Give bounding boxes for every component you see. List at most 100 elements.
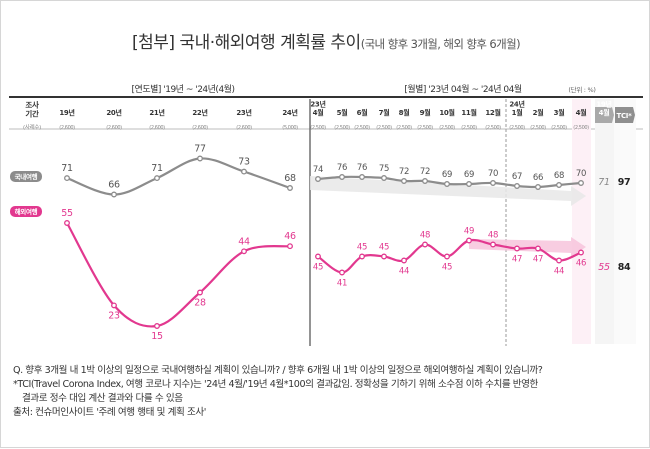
category-sample-16: (2,500) [530,125,546,131]
data-point-domestic-monthly-3 [381,175,387,181]
data-point-overseas-monthly-2 [359,253,365,260]
data-point-domestic-monthly-8 [490,180,496,186]
tci-value-overseas: 84 [618,262,631,273]
series-tag-domestic [10,171,42,182]
category-label-5: 24년 [282,108,297,117]
category-label-9: 7월 [379,108,390,117]
data-point-overseas-monthly-0 [315,253,321,260]
category-label-18: 4월 [576,108,587,117]
category-label-17: 3월 [554,108,565,117]
data-label-overseas-annual-3: 28 [194,298,206,309]
data-label-domestic-annual-2: 71 [151,163,163,174]
series-tag-overseas [10,206,42,217]
data-point-overseas-monthly-6 [444,253,450,260]
category-label-16: 2월 [533,108,544,117]
data-point-domestic-annual-5 [287,185,293,191]
data-point-domestic-monthly-9 [514,183,520,189]
data-label-overseas-monthly-6: 45 [442,263,452,273]
data-point-domestic-annual-4 [241,168,247,175]
tci-value-domestic: 97 [618,177,631,188]
series-line-overseas-annual [66,222,291,328]
category-label-6-2: 4월 [313,108,324,117]
sample-size-label: (사례수) [23,123,41,131]
note-source: 출처: 컨슈머인사이트 '주례 여행 행태 및 계획 조사' [13,407,206,418]
category-sample-0: (2,600) [59,125,75,131]
chart-title: [첨부] 국내·해외여행 계획률 추이(국내 향후 3개월, 해외 향후 6개월… [1,28,650,53]
data-label-domestic-annual-0: 71 [61,163,73,174]
data-label-overseas-monthly-1: 41 [337,279,347,289]
note-tci: *TCI(Travel Corona Index, 여행 코로나 지수)는 '2… [13,379,538,390]
category-sample-11: (2,500) [417,125,433,131]
data-label-domestic-monthly-6: 69 [442,170,452,180]
base-value-overseas: 55 [598,262,610,273]
data-point-overseas-monthly-4 [401,257,407,264]
annual-section-label: [연도별] '19년 ~ '24년(4월) [132,83,235,95]
data-point-domestic-monthly-4 [401,178,407,184]
category-label-10: 8월 [399,108,410,117]
category-label-15-2: 1월 [512,108,523,117]
data-point-overseas-monthly-11 [556,257,562,264]
data-point-overseas-monthly-12 [578,249,584,256]
data-label-overseas-monthly-8: 48 [488,231,498,241]
category-sample-9: (2,500) [376,125,392,131]
data-point-domestic-monthly-5 [422,178,428,184]
series-line-domestic-annual [66,157,291,196]
chart-notes: Q. 향후 3개월 내 1박 이상의 일정으로 국내여행하실 계획이 있습니까?… [13,364,643,420]
data-label-overseas-monthly-2: 45 [357,243,367,253]
category-sample-14: (2,500) [485,125,501,131]
data-point-overseas-monthly-1 [339,269,345,276]
category-label-7: 5월 [337,108,348,117]
category-sample-4: (2,600) [236,125,252,131]
data-point-domestic-monthly-0 [315,176,321,182]
data-label-overseas-monthly-0: 45 [313,263,323,273]
category-label-2: 21년 [149,108,164,117]
category-label-8: 6월 [357,108,368,117]
series-label-overseas: 해외여행 [15,207,38,216]
data-point-overseas-annual-5 [287,243,293,250]
data-label-overseas-monthly-5: 48 [420,231,430,241]
data-point-domestic-annual-2 [154,175,160,182]
base-column-label-2: 4월 [599,108,610,117]
category-label-1: 20년 [106,108,121,117]
data-label-domestic-monthly-1: 76 [337,163,347,173]
data-label-domestic-annual-5: 68 [284,173,296,184]
unit-label: (단위 : %) [568,85,595,94]
category-label-3: 22년 [192,108,207,117]
category-sample-10: (2,500) [396,125,412,131]
data-point-overseas-monthly-9 [514,245,520,252]
data-label-domestic-monthly-11: 68 [554,171,564,181]
data-label-overseas-annual-5: 46 [284,231,296,242]
data-point-overseas-monthly-3 [381,253,387,260]
data-label-domestic-monthly-9: 67 [512,172,522,182]
category-sample-2: (2,600) [149,125,165,131]
data-point-domestic-annual-0 [64,175,70,182]
data-label-domestic-annual-4: 73 [238,157,250,168]
data-label-domestic-annual-3: 77 [194,144,206,155]
category-sample-6: (2,500) [310,125,326,131]
category-sample-1: (2,600) [106,125,122,131]
note-tci-cont: 결과로 정수 대입 계산 결과와 다를 수 있음 [22,393,183,404]
data-point-overseas-annual-3 [197,289,203,296]
data-label-domestic-monthly-3: 75 [379,164,389,174]
data-point-overseas-monthly-5 [422,241,428,248]
category-label-11: 9월 [420,108,431,117]
data-label-overseas-annual-1: 23 [108,310,120,321]
category-sample-5: (5,000) [282,125,298,131]
survey-period-label-2: 기간 [25,109,39,119]
data-point-overseas-annual-1 [111,302,117,309]
data-label-overseas-monthly-10: 47 [533,255,543,265]
data-label-domestic-monthly-10: 66 [533,173,543,183]
base-value-domestic: 71 [598,177,610,188]
data-point-domestic-monthly-1 [339,174,345,180]
data-point-domestic-monthly-10 [535,184,541,190]
data-label-domestic-monthly-5: 72 [420,167,430,177]
category-sample-12: (2,500) [439,125,455,131]
category-label-4: 23년 [236,108,251,117]
title-main: [첨부] 국내·해외여행 계획률 추이 [131,33,361,53]
data-point-domestic-monthly-12 [578,180,584,186]
category-label-6-1: 23년 [310,100,325,109]
category-label-0: 19년 [59,108,74,117]
data-label-domestic-monthly-7: 69 [464,170,474,180]
survey-period-label-1: 조사 [25,100,39,110]
monthly-section-label: [월별] '23년 04월 ~ '24년 04월 [404,83,522,95]
